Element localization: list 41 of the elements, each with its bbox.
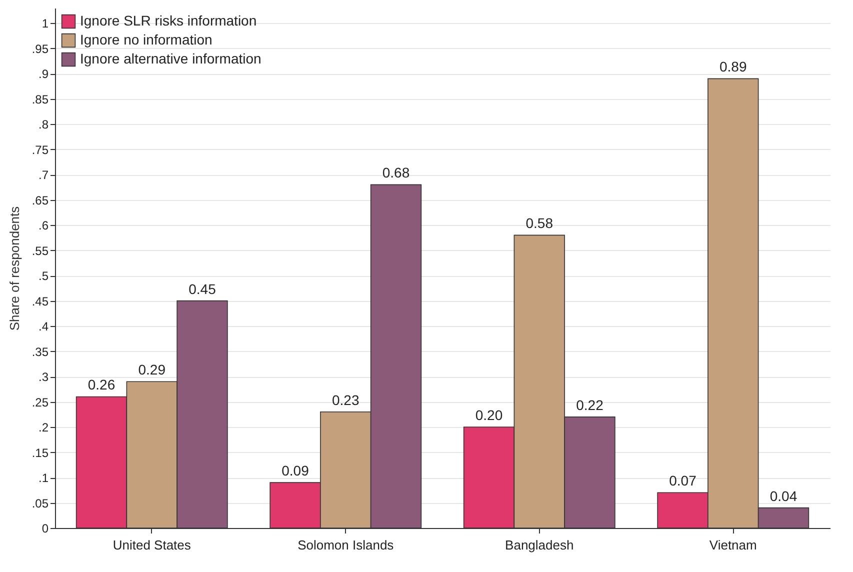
data-label: 0.45 [188, 280, 216, 297]
y-tick-label: .2 [38, 420, 49, 435]
data-label: 0.29 [138, 362, 166, 378]
y-tick-label: .55 [32, 244, 49, 258]
data-label: 0.20 [475, 407, 503, 424]
y-tick-label: 0 [42, 522, 49, 536]
legend-label: Ignore SLR risks information [80, 12, 257, 28]
y-tick-label: .05 [32, 496, 49, 510]
y-tick-label: .65 [32, 193, 49, 208]
y-tick-label: .7 [38, 168, 49, 182]
data-label: 0.23 [332, 392, 360, 408]
data-label: 0.68 [382, 164, 410, 181]
y-tick-label: .4 [38, 320, 49, 334]
data-label: 0.07 [669, 472, 697, 489]
y-axis-title: Share of respondents [6, 206, 22, 331]
x-tick-label: Bangladesh [505, 538, 574, 552]
x-tick-label: Solomon Islands [298, 538, 394, 552]
y-tick-label: .15 [32, 446, 49, 460]
y-tick-label: .35 [32, 344, 49, 359]
y-tick-label: .75 [32, 142, 49, 157]
y-tick-label: .85 [32, 92, 49, 106]
y-tick-label: 1 [42, 16, 49, 31]
data-label: 0.58 [526, 215, 554, 232]
y-tick-label: .3 [38, 370, 49, 384]
y-tick-label: .8 [38, 118, 49, 132]
data-label: 0.26 [88, 376, 116, 393]
legend-label: Ignore alternative information [80, 50, 262, 66]
legend-label: Ignore no information [80, 32, 212, 48]
y-tick-label: .45 [32, 294, 49, 308]
y-tick-label: .95 [32, 42, 49, 56]
y-tick-label: .5 [38, 269, 49, 284]
y-tick-label: .9 [38, 67, 49, 82]
data-label: 0.89 [720, 58, 747, 75]
data-label: 0.22 [576, 396, 604, 413]
y-tick-label: .6 [38, 218, 49, 233]
y-tick-label: .1 [38, 471, 49, 486]
x-tick-label: Vietnam [709, 538, 757, 552]
x-tick-label: United States [112, 538, 192, 552]
data-label: 0.04 [770, 488, 798, 504]
data-label: 0.09 [282, 462, 310, 479]
y-tick-label: .25 [32, 395, 49, 410]
